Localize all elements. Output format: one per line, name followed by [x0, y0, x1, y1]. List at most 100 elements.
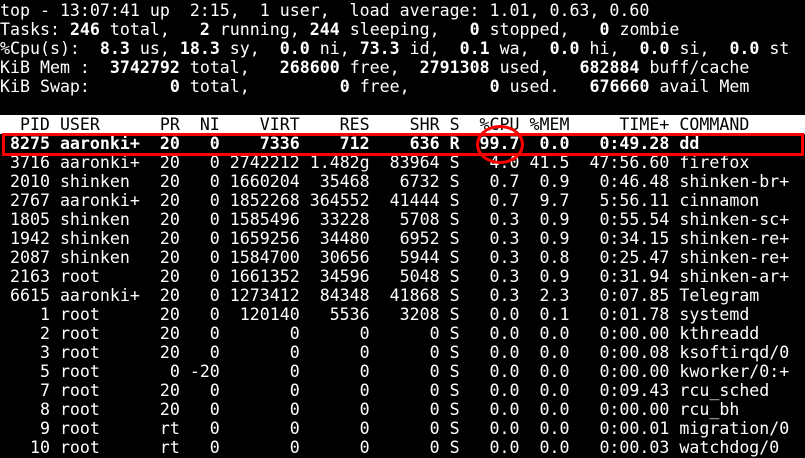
summary-label: st [759, 38, 790, 58]
summary-label: sleeping, [339, 19, 470, 39]
process-time: 0:55.54 [599, 209, 670, 229]
process-shr: 0 [429, 399, 440, 419]
process-user: shinken [59, 247, 130, 267]
summary-value: 2791308 [419, 57, 490, 77]
summary-value: 0 [599, 19, 610, 39]
process-s: S [449, 437, 460, 457]
process-ni: 0 [209, 323, 220, 343]
process-row[interactable]: 1942 shinken 20 0 1659256 34480 6952 S 0… [0, 229, 805, 248]
process-row[interactable]: 5 root 0 -20 0 0 0 S 0.0 0.0 0:00.00 kwo… [0, 362, 805, 381]
process-pr: 20 [159, 247, 180, 267]
process-time: 5:56.11 [599, 190, 670, 210]
process-shr: 5048 [399, 266, 440, 286]
process-row[interactable]: 1805 shinken 20 0 1585496 33228 5708 S 0… [0, 210, 805, 229]
process-time: 0:09.43 [599, 380, 670, 400]
process-shr: 0 [429, 361, 440, 381]
process-time: 0:00.03 [599, 437, 670, 457]
process-time: 0:00.00 [599, 399, 670, 419]
process-time: 0:25.47 [599, 247, 670, 267]
process-mem: 0.0 [539, 323, 570, 343]
process-ni: 0 [209, 171, 220, 191]
column-header-user: USER [59, 114, 100, 134]
process-pr: 20 [159, 209, 180, 229]
process-mem: 0.0 [539, 380, 570, 400]
process-virt: 1585496 [229, 209, 300, 229]
process-row[interactable]: 9 root rt 0 0 0 0 S 0.0 0.0 0:00.01 migr… [0, 419, 805, 438]
process-pid: 1 [39, 304, 50, 324]
process-row[interactable]: 10 root rt 0 0 0 0 S 0.0 0.0 0:00.03 wat… [0, 438, 805, 457]
process-cpu: 0.3 [489, 266, 520, 286]
process-row[interactable]: 8 root 20 0 0 0 0 S 0.0 0.0 0:00.00 rcu_… [0, 400, 805, 419]
process-user: root [59, 342, 100, 362]
summary-value: 8.3 [99, 38, 130, 58]
process-command: cinnamon [679, 190, 760, 210]
process-shr: 0 [429, 437, 440, 457]
process-user: aaronki+ [59, 133, 140, 153]
process-row[interactable]: 2010 shinken 20 0 1660204 35468 6732 S 0… [0, 172, 805, 191]
process-s: S [449, 361, 460, 381]
process-pid: 8 [39, 399, 50, 419]
process-ni: 0 [209, 304, 220, 324]
process-virt: 0 [289, 380, 300, 400]
column-header-row: PID USER PR NI VIRT RES SHR S %CPU %MEM … [0, 114, 805, 134]
process-row[interactable]: 2767 aaronki+ 20 0 1852268 364552 41444 … [0, 191, 805, 210]
process-shr: 0 [429, 323, 440, 343]
summary-label: id, [399, 38, 460, 58]
process-mem: 0.0 [539, 361, 570, 381]
process-row[interactable]: 8275 aaronki+ 20 0 7336 712 636 R 99.7 0… [0, 134, 805, 153]
process-pid: 2087 [9, 247, 50, 267]
process-pid: 1805 [9, 209, 50, 229]
summary-label: total, [179, 57, 280, 77]
process-row[interactable]: 3716 aaronki+ 20 0 2742212 1.482g 83964 … [0, 153, 805, 172]
process-pr: rt [159, 418, 180, 438]
summary-value: 682884 [579, 57, 640, 77]
summary-value: 3742792 [109, 57, 180, 77]
process-cpu: 0.3 [489, 247, 520, 267]
process-row[interactable]: 6615 aaronki+ 20 0 1273412 84348 41868 S… [0, 286, 805, 305]
process-mem: 41.5 [529, 152, 570, 172]
process-virt: 7336 [259, 133, 300, 153]
process-res: 0 [359, 323, 370, 343]
process-row[interactable]: 2163 root 20 0 1661352 34596 5048 S 0.3 … [0, 267, 805, 286]
process-pr: 20 [159, 133, 180, 153]
process-pr: 20 [159, 266, 180, 286]
column-header-shr: SHR [409, 114, 440, 134]
process-user: root [59, 266, 100, 286]
process-command: shinken-sc+ [679, 209, 790, 229]
process-pid: 8275 [9, 133, 50, 153]
process-s: S [449, 323, 460, 343]
process-ni: 0 [209, 285, 220, 305]
process-command: rcu_bh [679, 399, 740, 419]
process-cpu: 99.7 [479, 133, 520, 153]
process-s: S [449, 304, 460, 324]
process-pid: 10 [29, 437, 50, 457]
process-ni: 0 [209, 266, 220, 286]
summary-value: 0 [489, 76, 500, 96]
process-user: root [59, 361, 100, 381]
process-ni: 0 [209, 133, 220, 153]
process-row[interactable]: 7 root 20 0 0 0 0 S 0.0 0.0 0:09.43 rcu_… [0, 381, 805, 400]
process-cpu: 0.3 [489, 209, 520, 229]
process-shr: 5944 [399, 247, 440, 267]
process-virt: 1661352 [229, 266, 300, 286]
process-time: 0:00.01 [599, 418, 670, 438]
process-mem: 0.0 [539, 399, 570, 419]
process-cpu: 0.0 [489, 380, 520, 400]
summary-label: used. [499, 76, 590, 96]
summary-label: stopped, [479, 19, 600, 39]
process-res: 34480 [319, 228, 370, 248]
process-ni: 0 [209, 380, 220, 400]
process-s: S [449, 418, 460, 438]
process-row[interactable]: 1 root 20 0 120140 5536 3208 S 0.0 0.1 0… [0, 305, 805, 324]
process-mem: 0.0 [539, 437, 570, 457]
process-mem: 0.9 [539, 266, 570, 286]
process-pid: 2163 [9, 266, 50, 286]
process-pid: 6615 [9, 285, 50, 305]
process-row[interactable]: 2 root 20 0 0 0 0 S 0.0 0.0 0:00.00 kthr… [0, 324, 805, 343]
process-res: 0 [359, 342, 370, 362]
process-shr: 636 [409, 133, 440, 153]
process-row[interactable]: 2087 shinken 20 0 1584700 30656 5944 S 0… [0, 248, 805, 267]
process-row[interactable]: 3 root 20 0 0 0 0 S 0.0 0.0 0:00.08 ksof… [0, 343, 805, 362]
process-s: S [449, 228, 460, 248]
